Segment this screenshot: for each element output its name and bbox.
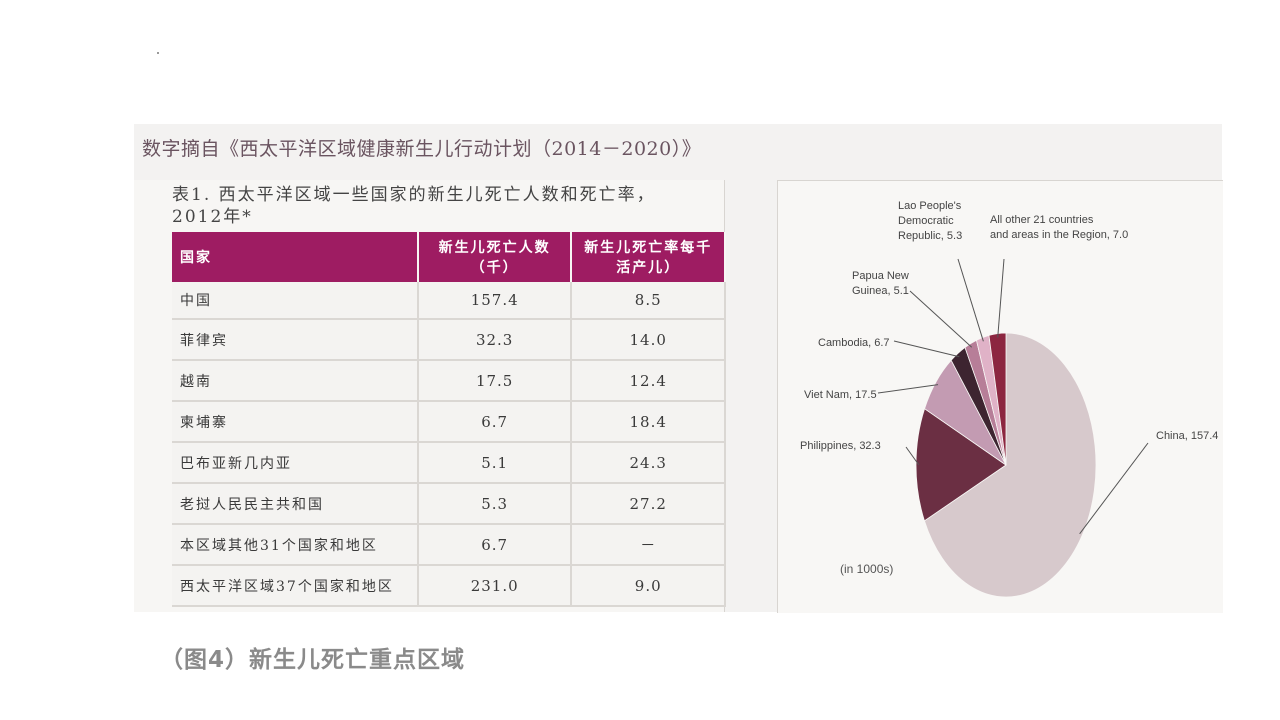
- cell-rate: 24.3: [571, 442, 726, 484]
- cell-country: 本区域其他31个国家和地区: [172, 524, 419, 566]
- header-rate: 新生儿死亡率每千活产儿）: [571, 232, 726, 282]
- cell-deaths: 157.4: [417, 282, 573, 320]
- neonatal-deaths-table: 国家 新生儿死亡人数（千） 新生儿死亡率每千活产儿） 中国 157.4 8.5 菲律…: [172, 232, 726, 607]
- table-row: 本区域其他31个国家和地区 6.7 －: [172, 524, 726, 566]
- cell-country: 巴布亚新几内亚: [172, 442, 419, 484]
- cell-country: 西太平洋区域37个国家和地区: [172, 565, 419, 607]
- table-panel: 表1. 西太平洋区域一些国家的新生儿死亡人数和死亡率，2012年* 国家 新生儿…: [134, 180, 726, 612]
- cell-rate: 9.0: [571, 565, 726, 607]
- slice-label: Philippines, 32.3: [800, 440, 881, 452]
- cell-deaths: 5.1: [417, 442, 573, 484]
- stray-dot: [157, 52, 159, 54]
- slice-label: Cambodia, 6.7: [818, 337, 890, 349]
- table-row: 柬埔寨 6.7 18.4: [172, 401, 726, 443]
- leader-line: [909, 290, 973, 348]
- pie-slice: [923, 332, 1097, 598]
- cell-deaths: 231.0: [417, 565, 573, 607]
- cell-country: 柬埔寨: [172, 401, 419, 443]
- slice-label: All other 21 countries and areas in the R…: [990, 214, 1128, 241]
- cell-deaths: 6.7: [417, 401, 573, 443]
- cell-deaths: 17.5: [417, 360, 573, 402]
- cell-rate: 14.0: [571, 319, 726, 361]
- pie-chart-panel: China, 157.4 Philippines, 32.3 Viet Nam, 1…: [777, 180, 1223, 613]
- cell-deaths: 6.7: [417, 524, 573, 566]
- leader-line: [1079, 442, 1149, 535]
- leader-line: [997, 258, 1005, 338]
- cell-rate: －: [571, 524, 726, 566]
- cell-deaths: 32.3: [417, 319, 573, 361]
- table-header-row: 国家 新生儿死亡人数（千） 新生儿死亡率每千活产儿）: [172, 232, 726, 282]
- cell-country: 越南: [172, 360, 419, 402]
- table-row: 西太平洋区域37个国家和地区 231.0 9.0: [172, 565, 726, 607]
- slice-label: China, 157.4: [1156, 430, 1218, 442]
- cell-country: 老挝人民民主共和国: [172, 483, 419, 525]
- cell-rate: 27.2: [571, 483, 726, 525]
- pie-chart: China, 157.4 Philippines, 32.3 Viet Nam, 1…: [800, 200, 1218, 598]
- table-row: 巴布亚新几内亚 5.1 24.3: [172, 442, 726, 484]
- source-note: 数字摘自《西太平洋区域健康新生儿行动计划（2014－2020）》: [142, 138, 702, 160]
- figure-caption: （图4）新生儿死亡重点区域: [160, 647, 466, 673]
- table-row: 菲律宾 32.3 14.0: [172, 319, 726, 361]
- table-row: 越南 17.5 12.4: [172, 360, 726, 402]
- cell-rate: 18.4: [571, 401, 726, 443]
- leader-line: [877, 384, 939, 394]
- leader-line: [893, 340, 960, 358]
- cell-rate: 12.4: [571, 360, 726, 402]
- cell-country: 菲律宾: [172, 319, 419, 361]
- table-row: 中国 157.4 8.5: [172, 282, 726, 320]
- cell-deaths: 5.3: [417, 483, 573, 525]
- table-title: 表1. 西太平洋区域一些国家的新生儿死亡人数和死亡率，2012年*: [172, 185, 656, 227]
- table-row: 老挝人民民主共和国 5.3 27.2: [172, 483, 726, 525]
- cell-rate: 8.5: [571, 282, 726, 320]
- cell-country: 中国: [172, 282, 419, 320]
- figure-image: 数字摘自《西太平洋区域健康新生儿行动计划（2014－2020）》 表1. 西太平…: [134, 124, 1223, 613]
- unit-note: (in 1000s): [840, 562, 893, 576]
- slice-label: Lao People's Democratic Republic, 5.3: [898, 200, 962, 242]
- pie-slice: [915, 408, 1007, 522]
- header-country: 国家: [172, 232, 419, 282]
- pie-slice: [988, 332, 1007, 466]
- slice-label: Viet Nam, 17.5: [804, 389, 877, 401]
- leader-line: [957, 258, 984, 342]
- slice-label: Papua New Guinea, 5.1: [852, 270, 909, 297]
- header-deaths: 新生儿死亡人数（千）: [417, 232, 573, 282]
- leader-line: [905, 446, 920, 466]
